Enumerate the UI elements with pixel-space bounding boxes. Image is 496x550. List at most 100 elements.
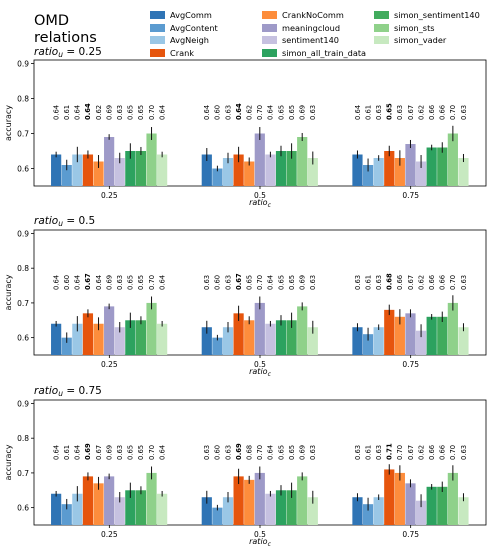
- legend-item-meaningcloud: meaningcloud: [262, 23, 340, 33]
- bar-simon-sts: [297, 137, 308, 186]
- bar-avgcontent: [61, 337, 72, 355]
- y-tick-label: 0.9: [17, 399, 29, 408]
- data-label: 0.69: [299, 275, 307, 290]
- bar-simon-all-train-data: [125, 490, 136, 525]
- data-label: 0.63: [116, 275, 124, 290]
- data-label: 0.63: [309, 275, 317, 290]
- legend-label: AvgContent: [170, 22, 218, 33]
- data-label: 0.61: [63, 445, 71, 460]
- data-label: 0.70: [256, 275, 264, 290]
- figure-title-line-2: relations: [34, 30, 97, 46]
- bar-simon-vader: [157, 323, 168, 355]
- bar-cranknocomm: [244, 161, 255, 186]
- bar-crank: [233, 313, 244, 355]
- bar-cranknocomm: [394, 472, 405, 525]
- bar-simon-all-train-data: [275, 151, 287, 186]
- bar-simon-sts: [146, 302, 157, 355]
- subplot-2: ratiou = 0.50.60.70.80.9accuracyratioc0.…: [4, 215, 487, 378]
- y-tick-label: 0.8: [17, 95, 29, 104]
- data-label: 0.63: [203, 275, 211, 290]
- data-label: 0.66: [439, 275, 447, 290]
- data-label: 0.65: [127, 275, 135, 290]
- legend-label: AvgNeigh: [170, 35, 209, 45]
- data-label: 0.64: [74, 445, 82, 460]
- bar-cranknocomm: [394, 316, 405, 355]
- bar-sentiment140: [415, 330, 427, 355]
- bar-simon-all-train-data: [275, 320, 287, 355]
- bar-simon-vader: [458, 327, 469, 355]
- bar-meaningcloud: [405, 313, 416, 355]
- bar-sentiment140: [265, 323, 276, 355]
- data-label: 0.66: [428, 275, 436, 290]
- data-label: 0.63: [309, 105, 317, 120]
- bar-simon-sentiment140: [437, 316, 448, 355]
- data-label: 0.65: [288, 105, 296, 120]
- bar-cranknocomm: [93, 483, 104, 525]
- x-tick-label: 0.5: [254, 530, 266, 539]
- bar-simon-vader: [458, 158, 469, 186]
- data-label: 0.63: [375, 105, 383, 120]
- y-tick-label: 0.9: [17, 229, 29, 238]
- data-label: 0.62: [417, 275, 425, 290]
- y-tick-label: 0.8: [17, 434, 29, 443]
- bar-simon-all-train-data: [275, 490, 287, 525]
- bar-cranknocomm: [93, 161, 104, 186]
- data-label: 0.68: [246, 445, 254, 460]
- legend-swatch: [262, 36, 277, 44]
- legend-swatch: [262, 11, 277, 19]
- legend-swatch: [150, 48, 165, 57]
- subplot-title: ratiou = 0.25: [34, 46, 102, 59]
- data-label: 0.64: [52, 105, 60, 120]
- bar-avgneigh: [373, 327, 384, 355]
- legend-label: sentiment140: [282, 35, 340, 45]
- data-label: 0.63: [460, 275, 468, 290]
- legend-swatch: [374, 36, 389, 44]
- data-label: 0.63: [224, 445, 232, 460]
- data-label: 0.64: [267, 275, 275, 290]
- bar-cranknocomm: [244, 320, 255, 355]
- bar-sentiment140: [415, 161, 427, 186]
- bar-simon-vader: [458, 497, 469, 525]
- data-label: 0.63: [116, 105, 124, 120]
- legend-label: simon_sentiment140: [394, 10, 480, 20]
- data-label: 0.69: [105, 275, 113, 290]
- y-tick-label: 0.8: [17, 264, 29, 273]
- data-label: 0.67: [84, 273, 92, 290]
- data-label: 0.63: [396, 105, 404, 120]
- x-tick-label: 0.5: [254, 360, 266, 369]
- y-axis-label: accuracy: [4, 274, 13, 310]
- bar-avgneigh: [72, 154, 83, 186]
- x-tick-label: 0.75: [402, 360, 419, 369]
- legend-label: meaningcloud: [282, 22, 341, 33]
- data-label: 0.64: [158, 275, 166, 290]
- x-tick-label: 0.5: [254, 191, 266, 200]
- data-label: 0.65: [386, 103, 394, 120]
- bar-avgcontent: [61, 165, 72, 186]
- data-label: 0.65: [137, 275, 145, 290]
- legend-item-simon-sentiment140: simon_sentiment140: [374, 10, 480, 20]
- x-axis-label: ratioc: [249, 537, 271, 548]
- data-label: 0.66: [439, 105, 447, 120]
- data-label: 0.64: [354, 105, 362, 120]
- data-label: 0.65: [288, 445, 296, 460]
- bar-simon-sentiment140: [286, 490, 297, 525]
- data-label: 0.67: [407, 275, 415, 290]
- bar-crank: [82, 313, 94, 355]
- legend-swatch: [262, 23, 277, 32]
- bar-simon-sts: [146, 133, 157, 186]
- data-label: 0.63: [460, 105, 468, 120]
- data-label: 0.66: [428, 445, 436, 460]
- y-tick-label: 0.7: [17, 299, 29, 308]
- legend-item-avgcomm: AvgComm: [150, 10, 212, 20]
- bar-meaningcloud: [405, 483, 416, 525]
- data-label: 0.63: [203, 445, 211, 460]
- data-label: 0.65: [277, 275, 285, 290]
- legend-item-crank: Crank: [150, 48, 194, 58]
- data-label: 0.62: [95, 105, 103, 120]
- bar-avgcomm: [352, 154, 363, 186]
- y-tick-label: 0.7: [17, 469, 29, 478]
- data-label: 0.69: [299, 445, 307, 460]
- data-label: 0.63: [354, 275, 362, 290]
- bar-cranknocomm: [93, 323, 104, 355]
